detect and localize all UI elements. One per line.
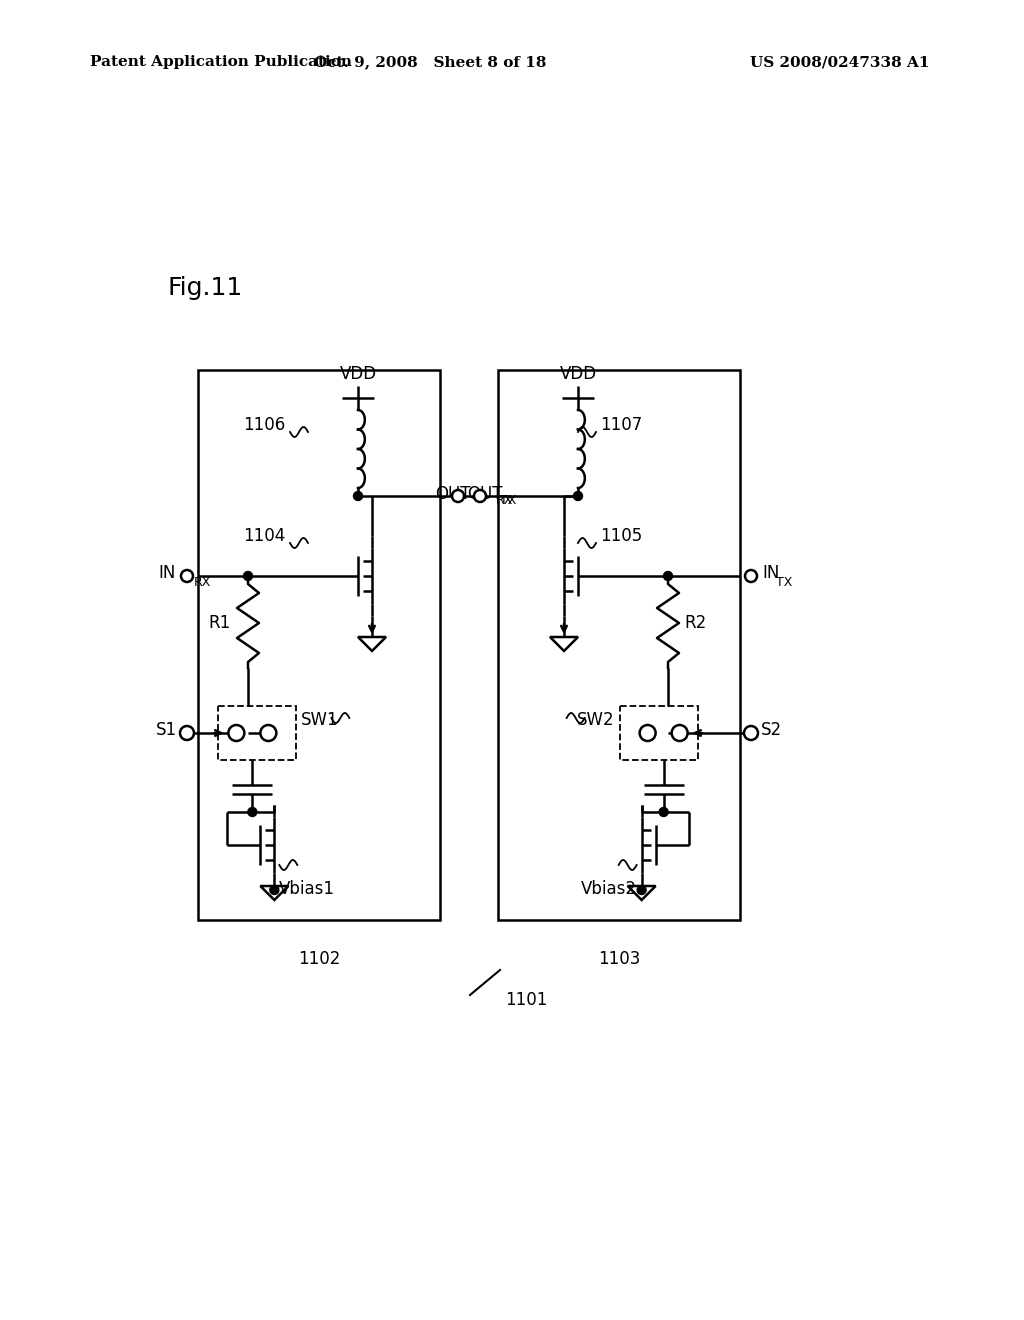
Circle shape xyxy=(573,491,583,500)
Text: TX: TX xyxy=(776,576,793,589)
Text: 1106: 1106 xyxy=(243,416,285,434)
Text: SW2: SW2 xyxy=(577,711,614,729)
Circle shape xyxy=(452,490,464,502)
Circle shape xyxy=(744,726,758,741)
Text: IN: IN xyxy=(159,564,176,582)
Text: S2: S2 xyxy=(761,721,782,739)
Text: OUT: OUT xyxy=(435,484,471,503)
Circle shape xyxy=(745,570,757,582)
Text: 1107: 1107 xyxy=(600,416,642,434)
Text: VDD: VDD xyxy=(559,366,597,383)
Text: RX: RX xyxy=(194,576,211,589)
Text: SW1: SW1 xyxy=(301,711,339,729)
Text: 1101: 1101 xyxy=(505,991,548,1008)
Text: IN: IN xyxy=(762,564,779,582)
Circle shape xyxy=(244,572,253,581)
Text: Patent Application Publication: Patent Application Publication xyxy=(90,55,352,69)
Circle shape xyxy=(659,808,668,817)
Circle shape xyxy=(248,808,257,817)
Text: 1104: 1104 xyxy=(243,527,285,545)
Text: Vbias2: Vbias2 xyxy=(581,880,637,898)
Circle shape xyxy=(637,886,646,895)
Circle shape xyxy=(640,725,655,741)
Text: Fig.11: Fig.11 xyxy=(168,276,244,300)
Circle shape xyxy=(228,725,245,741)
Circle shape xyxy=(474,490,486,502)
Text: Vbias1: Vbias1 xyxy=(280,880,336,898)
Circle shape xyxy=(180,726,194,741)
Bar xyxy=(620,706,697,760)
Circle shape xyxy=(672,725,688,741)
Bar xyxy=(498,370,740,920)
Bar xyxy=(198,370,440,920)
Circle shape xyxy=(270,886,279,895)
Text: R2: R2 xyxy=(685,614,708,632)
Text: 1103: 1103 xyxy=(598,950,640,968)
Circle shape xyxy=(260,725,276,741)
Text: S1: S1 xyxy=(156,721,177,739)
Text: OUT: OUT xyxy=(467,484,503,503)
Circle shape xyxy=(664,572,673,581)
Circle shape xyxy=(353,491,362,500)
Bar xyxy=(218,706,296,760)
Text: RX: RX xyxy=(496,495,513,507)
Text: TX: TX xyxy=(500,495,516,507)
Text: 1102: 1102 xyxy=(298,950,340,968)
Text: 1105: 1105 xyxy=(600,527,642,545)
Text: R1: R1 xyxy=(209,614,231,632)
Text: VDD: VDD xyxy=(339,366,377,383)
Text: US 2008/0247338 A1: US 2008/0247338 A1 xyxy=(750,55,930,69)
Text: Oct. 9, 2008   Sheet 8 of 18: Oct. 9, 2008 Sheet 8 of 18 xyxy=(313,55,546,69)
Circle shape xyxy=(181,570,193,582)
